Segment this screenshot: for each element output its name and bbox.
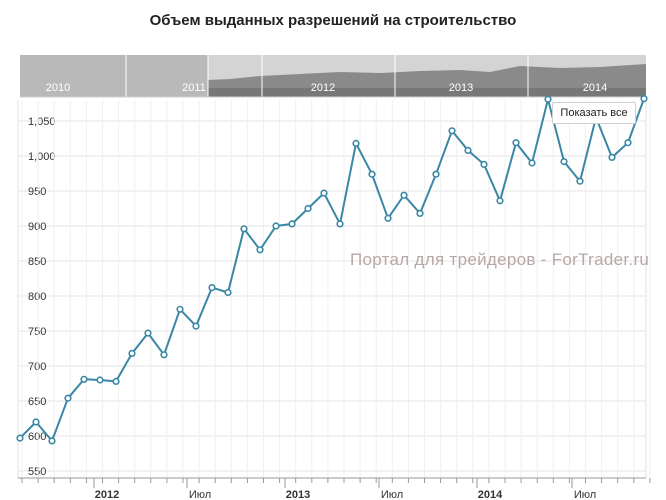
y-tick-label: 1,050 (28, 116, 56, 128)
data-point (368, 170, 376, 178)
data-point (272, 222, 280, 230)
data-point (208, 284, 216, 292)
y-tick-label: 950 (28, 186, 46, 198)
navigator-label: 2011 (182, 82, 206, 94)
data-point (448, 127, 456, 135)
y-tick-label: 850 (28, 256, 46, 268)
data-point (320, 189, 328, 197)
data-point (256, 246, 264, 254)
data-point (576, 177, 584, 185)
data-point (240, 225, 248, 233)
y-tick-label: 600 (28, 431, 46, 443)
y-tick-label: 700 (28, 361, 46, 373)
series-line (19, 98, 645, 442)
data-point (48, 437, 56, 445)
y-tick-label: 650 (28, 396, 46, 408)
data-point (16, 434, 24, 442)
navigator-label: 2010 (46, 82, 70, 94)
data-point (192, 322, 200, 330)
data-point (512, 139, 520, 147)
data-point (464, 146, 472, 154)
data-point (288, 220, 296, 228)
data-point (384, 214, 392, 222)
x-tick-label: 2014 (478, 489, 503, 500)
data-point (128, 349, 136, 358)
data-point (96, 376, 104, 384)
y-tick-label: 550 (28, 466, 46, 478)
data-point (480, 160, 488, 168)
data-point (496, 197, 504, 205)
data-point (160, 351, 168, 359)
show-all-button[interactable]: Показать все (552, 102, 636, 124)
y-tick-label: 750 (28, 326, 46, 338)
data-point (176, 305, 184, 313)
y-tick-label: 900 (28, 221, 46, 233)
x-tick-label: 2013 (286, 489, 310, 500)
data-point (304, 204, 312, 213)
data-point (336, 220, 344, 228)
x-tick-label: Июл (189, 489, 211, 500)
data-point (80, 375, 88, 383)
navigator[interactable]: 2010 2011 2012 2013 2014 (0, 0, 666, 100)
data-point (224, 288, 232, 297)
navigator-range-left (20, 55, 208, 97)
navigator-label: 2012 (311, 82, 335, 94)
data-point (416, 209, 424, 217)
data-point (64, 394, 72, 402)
data-point (544, 95, 552, 103)
navigator-label: 2014 (583, 82, 607, 94)
data-point (640, 94, 648, 103)
data-point (32, 418, 40, 426)
y-tick-label: 800 (28, 291, 46, 303)
data-point (528, 159, 536, 167)
watermark: Портал для трейдеров - ForTrader.ru (350, 250, 650, 269)
navigator-label: 2013 (449, 82, 473, 94)
data-point (624, 139, 632, 147)
data-point (608, 153, 616, 161)
data-point (432, 170, 440, 178)
y-tick-label: 1,000 (28, 151, 56, 163)
navigator-band (208, 88, 646, 97)
data-point (144, 329, 152, 337)
chart-title: Объем выданных разрешений на строительст… (149, 12, 517, 29)
x-tick-label: Июл (574, 489, 596, 500)
data-point (400, 191, 408, 199)
data-point (560, 158, 568, 166)
x-tick-label: 2012 (95, 489, 119, 500)
data-point (112, 377, 120, 386)
x-tick-label: Июл (381, 489, 403, 500)
data-point (352, 139, 360, 147)
